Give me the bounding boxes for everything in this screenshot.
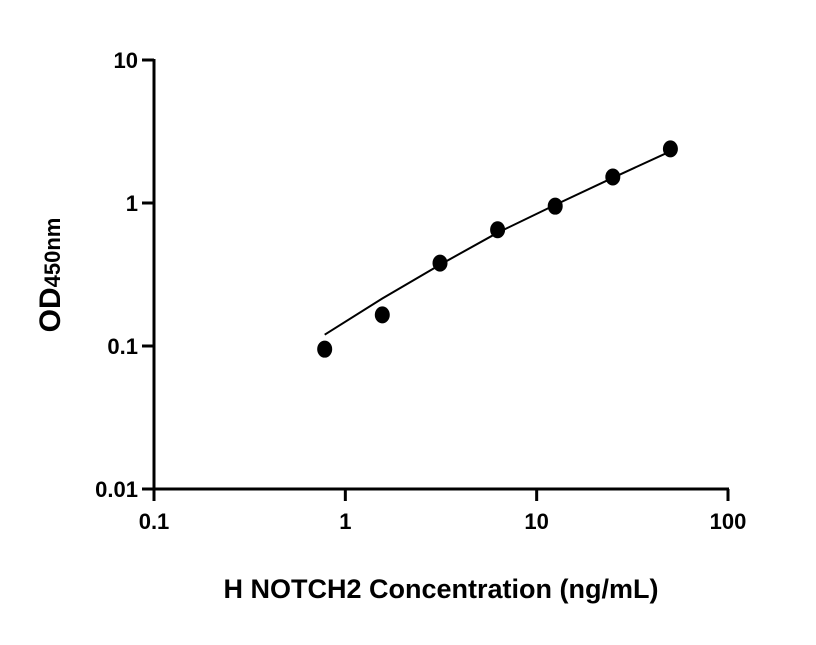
- data-point: [374, 306, 390, 324]
- data-point: [547, 197, 563, 215]
- x-tick-label: 10: [524, 509, 548, 534]
- data-point: [605, 168, 621, 186]
- x-tick-label: 1: [339, 509, 351, 534]
- axes: [152, 59, 729, 491]
- data-point: [432, 254, 448, 272]
- x-tick-label: 0.1: [139, 509, 170, 534]
- y-tick-label: 10: [114, 48, 138, 73]
- x-tick-label: 100: [710, 509, 747, 534]
- data-points: [317, 140, 678, 358]
- y-tick-label: 0.1: [107, 334, 138, 359]
- y-axis-label-main: OD: [34, 287, 67, 332]
- y-tick-label: 0.01: [95, 477, 138, 502]
- data-point: [490, 221, 506, 239]
- data-point: [662, 140, 678, 158]
- data-point: [317, 340, 333, 358]
- y-tick-label: 1: [126, 191, 138, 216]
- x-axis-label: H NOTCH2 Concentration (ng/mL): [224, 574, 659, 604]
- y-axis-label: OD450nm: [34, 218, 67, 333]
- y-axis-label-subscript: 450nm: [40, 218, 65, 288]
